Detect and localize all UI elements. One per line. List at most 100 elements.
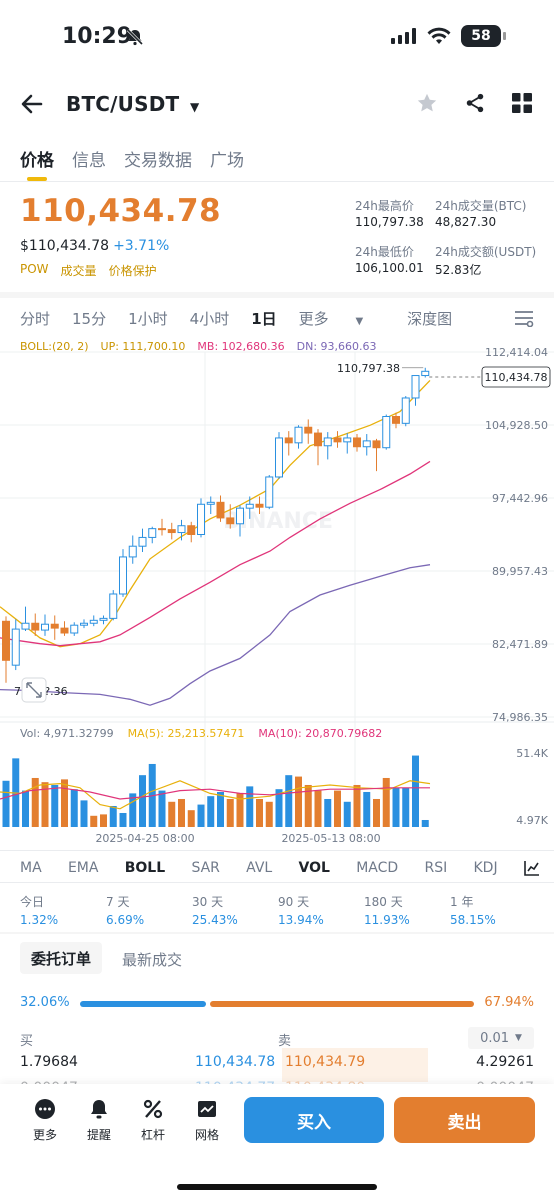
candle-body [236, 507, 244, 525]
grid-layout-icon[interactable] [512, 93, 532, 113]
high-marker-label: 110,797.38 [337, 362, 400, 375]
ind-macd[interactable]: MACD [356, 860, 399, 876]
caret-down-icon[interactable]: ▼ [190, 100, 200, 114]
ask-price[interactable]: 110,434.79 [285, 1054, 366, 1070]
high-value: 110,797.38 [355, 215, 424, 229]
bid-qty[interactable]: 1.79684 [20, 1054, 78, 1070]
perf-label: 30 天 [192, 895, 224, 909]
volume-bar [363, 791, 371, 827]
interval-1d[interactable]: 1日 [251, 310, 277, 328]
candle-body [11, 628, 20, 666]
ind-ema[interactable]: EMA [67, 860, 99, 876]
bell-icon [91, 1100, 107, 1119]
sell-button[interactable]: 卖出 [394, 1097, 535, 1143]
volume-bar [412, 755, 419, 827]
vol-btc-label: 24h成交量(BTC) [435, 199, 527, 213]
tab-info[interactable]: 信息 [72, 151, 106, 171]
interval-more[interactable]: 更多 ▼ [299, 308, 386, 329]
volume-bar [70, 789, 78, 827]
candle-body [275, 437, 283, 478]
interval-4h[interactable]: 4小时 [189, 310, 230, 328]
interval-depth[interactable]: 深度图 [407, 310, 453, 328]
last-price: 110,434.78 [20, 193, 222, 229]
tab-price[interactable]: 价格 [20, 151, 54, 171]
tag-price-protection[interactable]: 价格保护 [108, 264, 157, 278]
bid-price[interactable]: 110,434.78 [195, 1054, 276, 1070]
volume-bar [90, 815, 98, 827]
candle-body [323, 437, 332, 447]
buy-ratio-text: 32.06% [20, 995, 70, 1010]
share-icon[interactable] [464, 92, 486, 114]
perf-label: 7 天 [106, 895, 130, 909]
candle-body [60, 627, 69, 634]
vol-usdt-label: 24h成交额(USDT) [435, 245, 537, 259]
sell-ratio-text: 67.94% [484, 995, 534, 1010]
ind-rsi[interactable]: RSI [424, 860, 448, 876]
vol-legend: Vol: 4,971.32799 MA(5): 25,213.57471 MA(… [20, 727, 382, 740]
ind-avl[interactable]: AVL [246, 860, 273, 876]
candle-body [158, 528, 166, 531]
price-chart[interactable]: 112,414.04 104,928.50 97,442.96 89,957.43 82… [0, 340, 554, 860]
precision-select[interactable]: 0.01 ▼ [468, 1027, 534, 1049]
indicator-tabs: MA EMA BOLL SAR AVL VOL MACD RSI KDJ [20, 860, 540, 876]
ind-sar[interactable]: SAR [191, 860, 220, 876]
interval-1h[interactable]: 1小时 [128, 310, 168, 328]
status-time: 10:29 [62, 24, 133, 49]
boll-dn-line [0, 564, 431, 706]
indicator-divider [0, 882, 554, 883]
ask-qty[interactable]: 4.29261 [476, 1054, 534, 1070]
candle-body [2, 620, 10, 661]
buy-button[interactable]: 买入 [244, 1097, 384, 1143]
nav-grid-label: 网格 [194, 1128, 219, 1142]
volume-bar [80, 800, 88, 827]
volume-bar [217, 791, 224, 827]
ind-boll[interactable]: BOLL [124, 860, 166, 876]
volume-bar [100, 814, 107, 827]
ind-kdj[interactable]: KDJ [473, 860, 498, 876]
tab-latest-trades[interactable]: 最新成交 [122, 951, 183, 969]
vol-ma5-line [0, 780, 431, 810]
volume-bar [178, 798, 185, 827]
star-icon[interactable] [416, 92, 438, 114]
tab-square[interactable]: 广场 [210, 151, 244, 171]
back-button[interactable] [20, 92, 44, 120]
vol-usdt-value: 52.83亿 [435, 263, 482, 277]
volume-bar [168, 801, 176, 827]
volume-bar [226, 798, 234, 827]
tag-pow[interactable]: POW [20, 262, 49, 276]
ind-ma[interactable]: MA [20, 860, 42, 876]
candle-body [343, 437, 352, 443]
volume-bar [109, 805, 117, 827]
tab-order-book[interactable]: 委托订单 [20, 942, 102, 974]
perf-item: 30 天 25.43% [192, 893, 278, 927]
price-axis-label: 82,471.89 [492, 638, 548, 651]
section-divider [0, 292, 554, 298]
nav-more[interactable]: 更多 [27, 1098, 63, 1143]
boll-legend: BOLL:(20, 2) UP: 111,700.10 MB: 102,680.… [20, 340, 377, 353]
volume-bar [187, 810, 195, 827]
nav-alert[interactable]: 提醒 [81, 1098, 117, 1143]
volume-bar [343, 801, 351, 827]
candle-body [362, 440, 371, 448]
indicator-chart-icon[interactable] [524, 860, 540, 876]
tab-trading-data[interactable]: 交易数据 [124, 151, 192, 171]
interval-15m[interactable]: 15分 [72, 310, 107, 328]
candle-body [177, 525, 186, 534]
candle-body [167, 529, 176, 534]
pair-selector[interactable]: BTC/USDT [66, 92, 180, 116]
nav-leverage[interactable]: 杠杆 [135, 1098, 171, 1143]
interval-timeline[interactable]: 分时 [20, 310, 51, 328]
nav-grid[interactable]: 网格 [189, 1098, 225, 1143]
vol-value: Vol: 4,971.32799 [20, 727, 114, 740]
volume-bar [2, 780, 10, 827]
chart-settings-icon[interactable] [514, 309, 534, 331]
volume-bar [119, 812, 127, 827]
volume-bar [197, 804, 205, 827]
cellular-signal-icon [391, 28, 416, 44]
tag-volume[interactable]: 成交量 [60, 264, 97, 278]
volume-bar [314, 790, 322, 827]
volume-bar [61, 779, 68, 827]
caret-down-icon: ▼ [515, 1033, 522, 1043]
volume-bar [285, 775, 293, 827]
ind-vol[interactable]: VOL [298, 860, 330, 876]
